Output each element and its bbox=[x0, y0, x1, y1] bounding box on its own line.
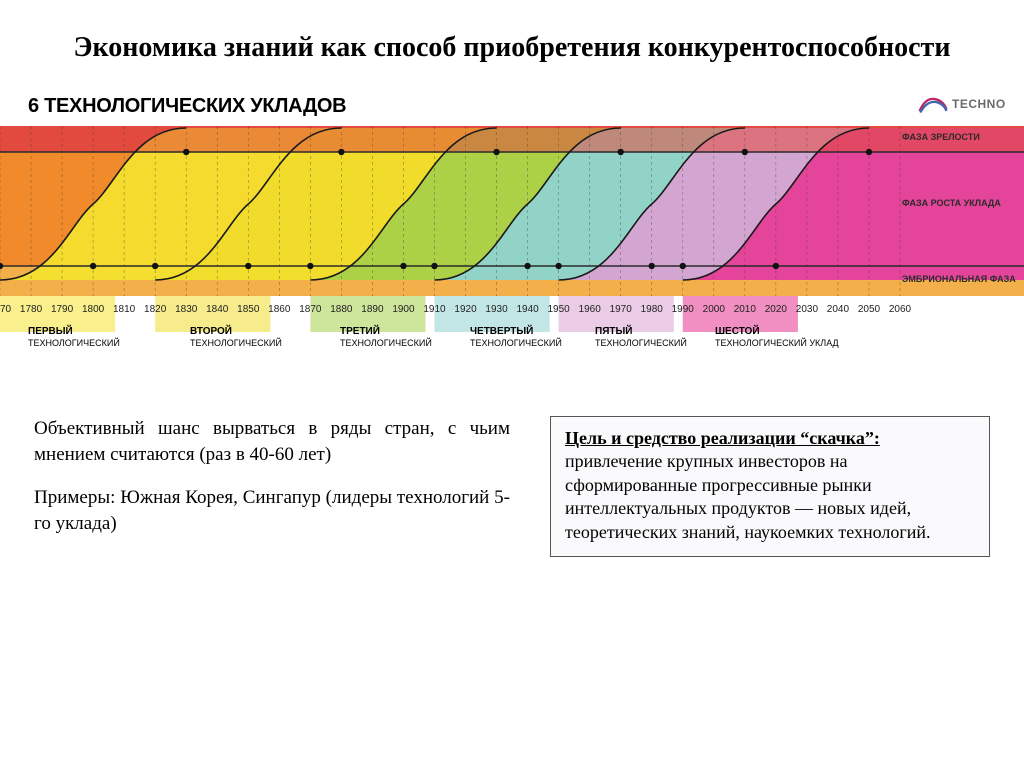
year-tick: 1960 bbox=[579, 304, 601, 315]
goal-body: привлечение крупных инвесторов на сформи… bbox=[565, 451, 931, 541]
year-tick: 1850 bbox=[237, 304, 259, 315]
logo-icon bbox=[918, 93, 948, 116]
year-tick: 1940 bbox=[516, 304, 538, 315]
year-tick: 1930 bbox=[485, 304, 507, 315]
wave-label: ШЕСТОЙТЕХНОЛОГИЧЕСКИЙ УКЛАД bbox=[715, 326, 839, 349]
year-tick: 1890 bbox=[361, 304, 383, 315]
year-tick: 1790 bbox=[51, 304, 73, 315]
year-tick: 1810 bbox=[113, 304, 135, 315]
year-tick: 2020 bbox=[765, 304, 787, 315]
year-tick: 1830 bbox=[175, 304, 197, 315]
page-title: Экономика знаний как способ приобретения… bbox=[0, 0, 1024, 87]
year-tick: 1780 bbox=[20, 304, 42, 315]
phase-label: ЭМБРИОНАЛЬНАЯ ФАЗА bbox=[902, 274, 1020, 284]
waves-chart: ФАЗА ЗРЕЛОСТИ ФАЗА РОСТА УКЛАДА ЭМБРИОНАЛЬ… bbox=[0, 126, 1024, 376]
wave-label: ЧЕТВЕРТЫЙТЕХНОЛОГИЧЕСКИЙ bbox=[470, 326, 562, 349]
wave-label: ВТОРОЙТЕХНОЛОГИЧЕСКИЙ bbox=[190, 326, 282, 349]
year-tick: 1800 bbox=[82, 304, 104, 315]
year-tick: 1910 bbox=[423, 304, 445, 315]
wave-label: ТРЕТИЙТЕХНОЛОГИЧЕСКИЙ bbox=[340, 326, 432, 349]
year-tick: 2060 bbox=[889, 304, 911, 315]
year-tick: 1870 bbox=[299, 304, 321, 315]
year-tick: 1770 bbox=[0, 304, 11, 315]
technopark-logo: TECHNO bbox=[918, 89, 1018, 119]
wave-label: ПЕРВЫЙТЕХНОЛОГИЧЕСКИЙ bbox=[28, 326, 120, 349]
phase-label: ФАЗА РОСТА УКЛАДА bbox=[902, 198, 1020, 208]
year-tick: 2030 bbox=[796, 304, 818, 315]
phase-label: ФАЗА ЗРЕЛОСТИ bbox=[902, 132, 1020, 142]
year-tick: 1990 bbox=[672, 304, 694, 315]
examples-text: Примеры: Южная Корея, Сингапур (лидеры т… bbox=[34, 485, 510, 536]
year-tick: 1820 bbox=[144, 304, 166, 315]
year-tick: 1860 bbox=[268, 304, 290, 315]
chart-header: 6 ТЕХНОЛОГИЧЕСКИХ УКЛАДОВ bbox=[0, 87, 1024, 126]
goal-heading: Цель и средство реализации “скачка”: bbox=[565, 428, 880, 448]
opportunity-text: Объективный шанс вырваться в ряды стран,… bbox=[34, 416, 510, 467]
logo-text: TECHNO bbox=[952, 97, 1006, 111]
year-tick: 1920 bbox=[454, 304, 476, 315]
year-tick: 1840 bbox=[206, 304, 228, 315]
year-tick: 1950 bbox=[547, 304, 569, 315]
year-tick: 2010 bbox=[734, 304, 756, 315]
year-tick: 2000 bbox=[703, 304, 725, 315]
left-column: Объективный шанс вырваться в ряды стран,… bbox=[34, 416, 510, 557]
chart-section: 6 ТЕХНОЛОГИЧЕСКИХ УКЛАДОВ TECHNO ФАЗА ЗР… bbox=[0, 87, 1024, 376]
year-tick: 2040 bbox=[827, 304, 849, 315]
year-tick: 1880 bbox=[330, 304, 352, 315]
year-tick: 2050 bbox=[858, 304, 880, 315]
year-tick: 1980 bbox=[641, 304, 663, 315]
year-tick: 1900 bbox=[392, 304, 414, 315]
year-tick: 1970 bbox=[610, 304, 632, 315]
wave-label: ПЯТЫЙТЕХНОЛОГИЧЕСКИЙ bbox=[595, 326, 687, 349]
bottom-row: Объективный шанс вырваться в ряды стран,… bbox=[0, 376, 1024, 557]
goal-box: Цель и средство реализации “скачка”: при… bbox=[550, 416, 990, 557]
